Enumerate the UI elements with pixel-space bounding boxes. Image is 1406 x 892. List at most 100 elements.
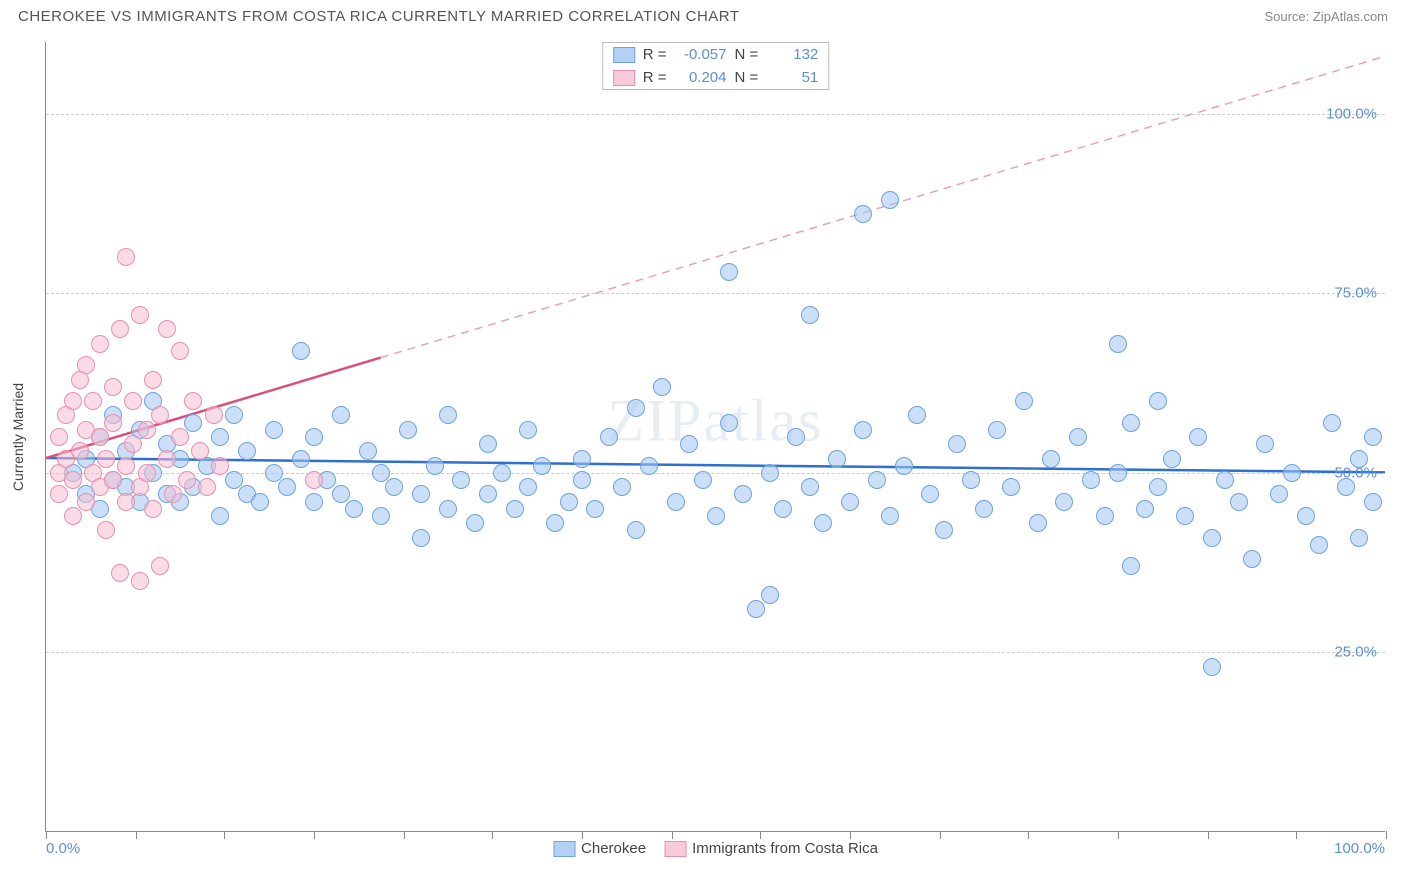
data-point <box>868 471 886 489</box>
data-point <box>694 471 712 489</box>
data-point <box>586 500 604 518</box>
x-tick <box>672 831 673 839</box>
data-point <box>211 457 229 475</box>
data-point <box>814 514 832 532</box>
data-point <box>238 442 256 460</box>
data-point <box>1310 536 1328 554</box>
data-point <box>640 457 658 475</box>
data-point <box>97 450 115 468</box>
x-tick <box>1118 831 1119 839</box>
data-point <box>466 514 484 532</box>
r-label: R = <box>643 69 667 86</box>
data-point <box>506 500 524 518</box>
y-tick-label: 75.0% <box>1334 285 1377 302</box>
data-point <box>1082 471 1100 489</box>
data-point <box>138 464 156 482</box>
data-point <box>1270 485 1288 503</box>
data-point <box>131 572 149 590</box>
data-point <box>1122 414 1140 432</box>
data-point <box>117 493 135 511</box>
data-point <box>560 493 578 511</box>
data-point <box>1149 392 1167 410</box>
data-point <box>104 378 122 396</box>
data-point <box>171 342 189 360</box>
y-tick-label: 25.0% <box>1334 644 1377 661</box>
data-point <box>1243 550 1261 568</box>
data-point <box>225 406 243 424</box>
data-point <box>1364 428 1382 446</box>
data-point <box>1002 478 1020 496</box>
data-point <box>1283 464 1301 482</box>
data-point <box>854 205 872 223</box>
data-point <box>1149 478 1167 496</box>
data-point <box>600 428 618 446</box>
data-point <box>1350 450 1368 468</box>
data-point <box>91 335 109 353</box>
data-point <box>1189 428 1207 446</box>
data-point <box>97 521 115 539</box>
gridline <box>46 652 1385 653</box>
data-point <box>84 392 102 410</box>
data-point <box>1216 471 1234 489</box>
data-point <box>111 564 129 582</box>
data-point <box>1364 493 1382 511</box>
data-point <box>77 356 95 374</box>
data-point <box>111 320 129 338</box>
data-point <box>151 406 169 424</box>
data-point <box>680 435 698 453</box>
data-point <box>151 557 169 575</box>
data-point <box>184 392 202 410</box>
legend-label-costarica: Immigrants from Costa Rica <box>692 840 878 857</box>
data-point <box>627 399 645 417</box>
legend-item-cherokee: Cherokee <box>553 840 646 857</box>
data-point <box>707 507 725 525</box>
data-point <box>801 478 819 496</box>
scatter-plot: Currently Married ZIPatlas R = -0.057 N … <box>45 42 1385 832</box>
data-point <box>359 442 377 460</box>
data-point <box>1069 428 1087 446</box>
chart-title: CHEROKEE VS IMMIGRANTS FROM COSTA RICA C… <box>18 8 740 25</box>
swatch-pink-icon <box>664 841 686 857</box>
data-point <box>1176 507 1194 525</box>
data-point <box>801 306 819 324</box>
data-point <box>305 428 323 446</box>
data-point <box>1015 392 1033 410</box>
data-point <box>124 392 142 410</box>
data-point <box>653 378 671 396</box>
x-tick <box>492 831 493 839</box>
data-point <box>761 464 779 482</box>
data-point <box>546 514 564 532</box>
data-point <box>184 414 202 432</box>
data-point <box>385 478 403 496</box>
n-value-cherokee: 132 <box>766 46 818 63</box>
x-max-label: 100.0% <box>1334 840 1385 857</box>
data-point <box>533 457 551 475</box>
data-point <box>1136 500 1154 518</box>
data-point <box>908 406 926 424</box>
data-point <box>1203 658 1221 676</box>
source-label: Source: ZipAtlas.com <box>1264 9 1388 24</box>
data-point <box>988 421 1006 439</box>
r-value-cherokee: -0.057 <box>675 46 727 63</box>
r-label: R = <box>643 46 667 63</box>
data-point <box>426 457 444 475</box>
legend-series: Cherokee Immigrants from Costa Rica <box>553 840 878 857</box>
data-point <box>138 421 156 439</box>
data-point <box>479 485 497 503</box>
data-point <box>71 442 89 460</box>
data-point <box>948 435 966 453</box>
data-point <box>921 485 939 503</box>
data-point <box>144 371 162 389</box>
data-point <box>720 414 738 432</box>
data-point <box>854 421 872 439</box>
data-point <box>1256 435 1274 453</box>
data-point <box>77 493 95 511</box>
data-point <box>761 586 779 604</box>
data-point <box>171 428 189 446</box>
data-point <box>747 600 765 618</box>
n-value-costarica: 51 <box>766 69 818 86</box>
data-point <box>50 428 68 446</box>
data-point <box>178 471 196 489</box>
legend-row-cherokee: R = -0.057 N = 132 <box>603 43 829 66</box>
data-point <box>265 421 283 439</box>
